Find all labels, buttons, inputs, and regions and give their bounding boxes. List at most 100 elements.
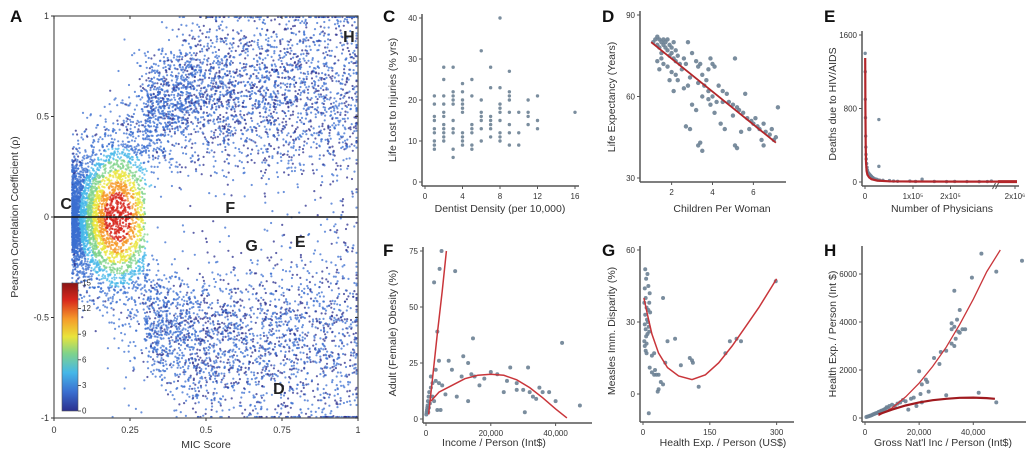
density-point xyxy=(346,223,349,226)
density-point xyxy=(283,51,286,55)
density-point xyxy=(238,339,241,342)
density-point xyxy=(254,321,257,324)
density-point xyxy=(283,55,286,58)
density-point xyxy=(215,83,218,86)
density-point xyxy=(224,325,227,328)
density-point xyxy=(124,176,127,179)
density-point xyxy=(239,401,242,404)
density-point xyxy=(139,288,142,291)
density-point xyxy=(203,54,206,57)
density-point xyxy=(323,83,326,86)
density-point xyxy=(228,47,231,50)
density-point xyxy=(207,84,210,87)
density-point xyxy=(218,240,221,243)
density-point xyxy=(131,156,134,159)
density-point xyxy=(295,263,298,266)
density-point xyxy=(223,365,226,368)
density-point xyxy=(355,342,358,345)
density-point xyxy=(227,249,230,252)
density-point xyxy=(196,334,200,337)
panel-a: A 0 0.25 0.5 0.75 1 -1-0.500.51 MIC Score Pe… xyxy=(9,7,361,451)
density-point xyxy=(316,240,319,243)
density-point xyxy=(84,265,87,268)
density-point xyxy=(203,73,206,76)
density-point xyxy=(296,362,299,365)
density-point xyxy=(212,360,216,363)
density-point xyxy=(208,192,211,195)
density-point xyxy=(219,113,222,117)
density-point xyxy=(344,227,348,231)
density-point xyxy=(253,40,256,43)
density-point xyxy=(137,94,141,98)
density-point xyxy=(272,240,275,243)
density-point xyxy=(74,266,77,269)
density-point xyxy=(279,42,282,46)
density-point xyxy=(193,75,196,78)
density-point xyxy=(296,309,299,312)
density-point xyxy=(209,174,212,177)
density-point xyxy=(337,104,340,107)
density-point xyxy=(75,160,78,163)
density-point xyxy=(289,329,292,333)
density-point xyxy=(303,104,306,107)
density-point xyxy=(219,356,222,359)
density-point xyxy=(160,88,163,91)
density-point xyxy=(224,145,227,149)
density-point xyxy=(112,127,115,131)
density-point xyxy=(185,293,188,297)
density-point xyxy=(267,331,271,334)
density-point xyxy=(259,307,262,310)
density-point xyxy=(282,82,285,85)
density-point xyxy=(152,332,155,335)
density-point xyxy=(255,127,258,130)
density-point xyxy=(337,119,340,122)
density-point xyxy=(94,258,97,262)
density-point xyxy=(284,114,288,118)
density-point xyxy=(156,355,159,358)
density-point xyxy=(156,177,160,180)
density-point xyxy=(256,316,259,319)
density-point xyxy=(103,292,107,295)
density-point xyxy=(248,332,251,336)
density-point xyxy=(263,228,266,231)
density-point xyxy=(280,258,283,261)
density-point xyxy=(251,351,254,354)
density-point xyxy=(339,199,342,202)
density-point xyxy=(142,138,145,141)
density-point xyxy=(355,158,358,161)
density-point xyxy=(260,248,263,251)
density-point xyxy=(340,32,343,35)
density-point xyxy=(346,318,349,321)
density-point xyxy=(285,323,289,326)
density-point xyxy=(162,60,165,63)
density-point xyxy=(351,321,354,324)
density-point xyxy=(353,349,356,352)
density-point xyxy=(294,128,298,131)
density-point xyxy=(194,337,198,340)
density-point xyxy=(138,48,141,52)
density-point xyxy=(196,348,199,351)
density-point xyxy=(197,337,200,340)
density-point xyxy=(287,143,290,146)
density-point xyxy=(212,372,215,375)
density-point xyxy=(284,350,287,353)
density-point xyxy=(320,140,323,143)
density-point xyxy=(228,98,231,102)
density-point xyxy=(159,328,162,332)
density-point xyxy=(134,161,137,164)
density-point xyxy=(236,358,239,362)
density-point xyxy=(232,381,236,385)
density-point xyxy=(288,338,291,341)
density-point xyxy=(350,60,353,63)
density-point xyxy=(136,156,139,159)
density-point xyxy=(336,403,339,406)
density-point xyxy=(167,110,170,113)
density-point xyxy=(91,154,94,157)
density-point xyxy=(230,271,233,274)
density-point xyxy=(204,237,208,240)
density-point xyxy=(197,381,200,384)
density-point xyxy=(123,281,126,285)
density-point xyxy=(340,213,343,217)
density-point xyxy=(116,123,119,126)
density-point xyxy=(132,283,135,287)
